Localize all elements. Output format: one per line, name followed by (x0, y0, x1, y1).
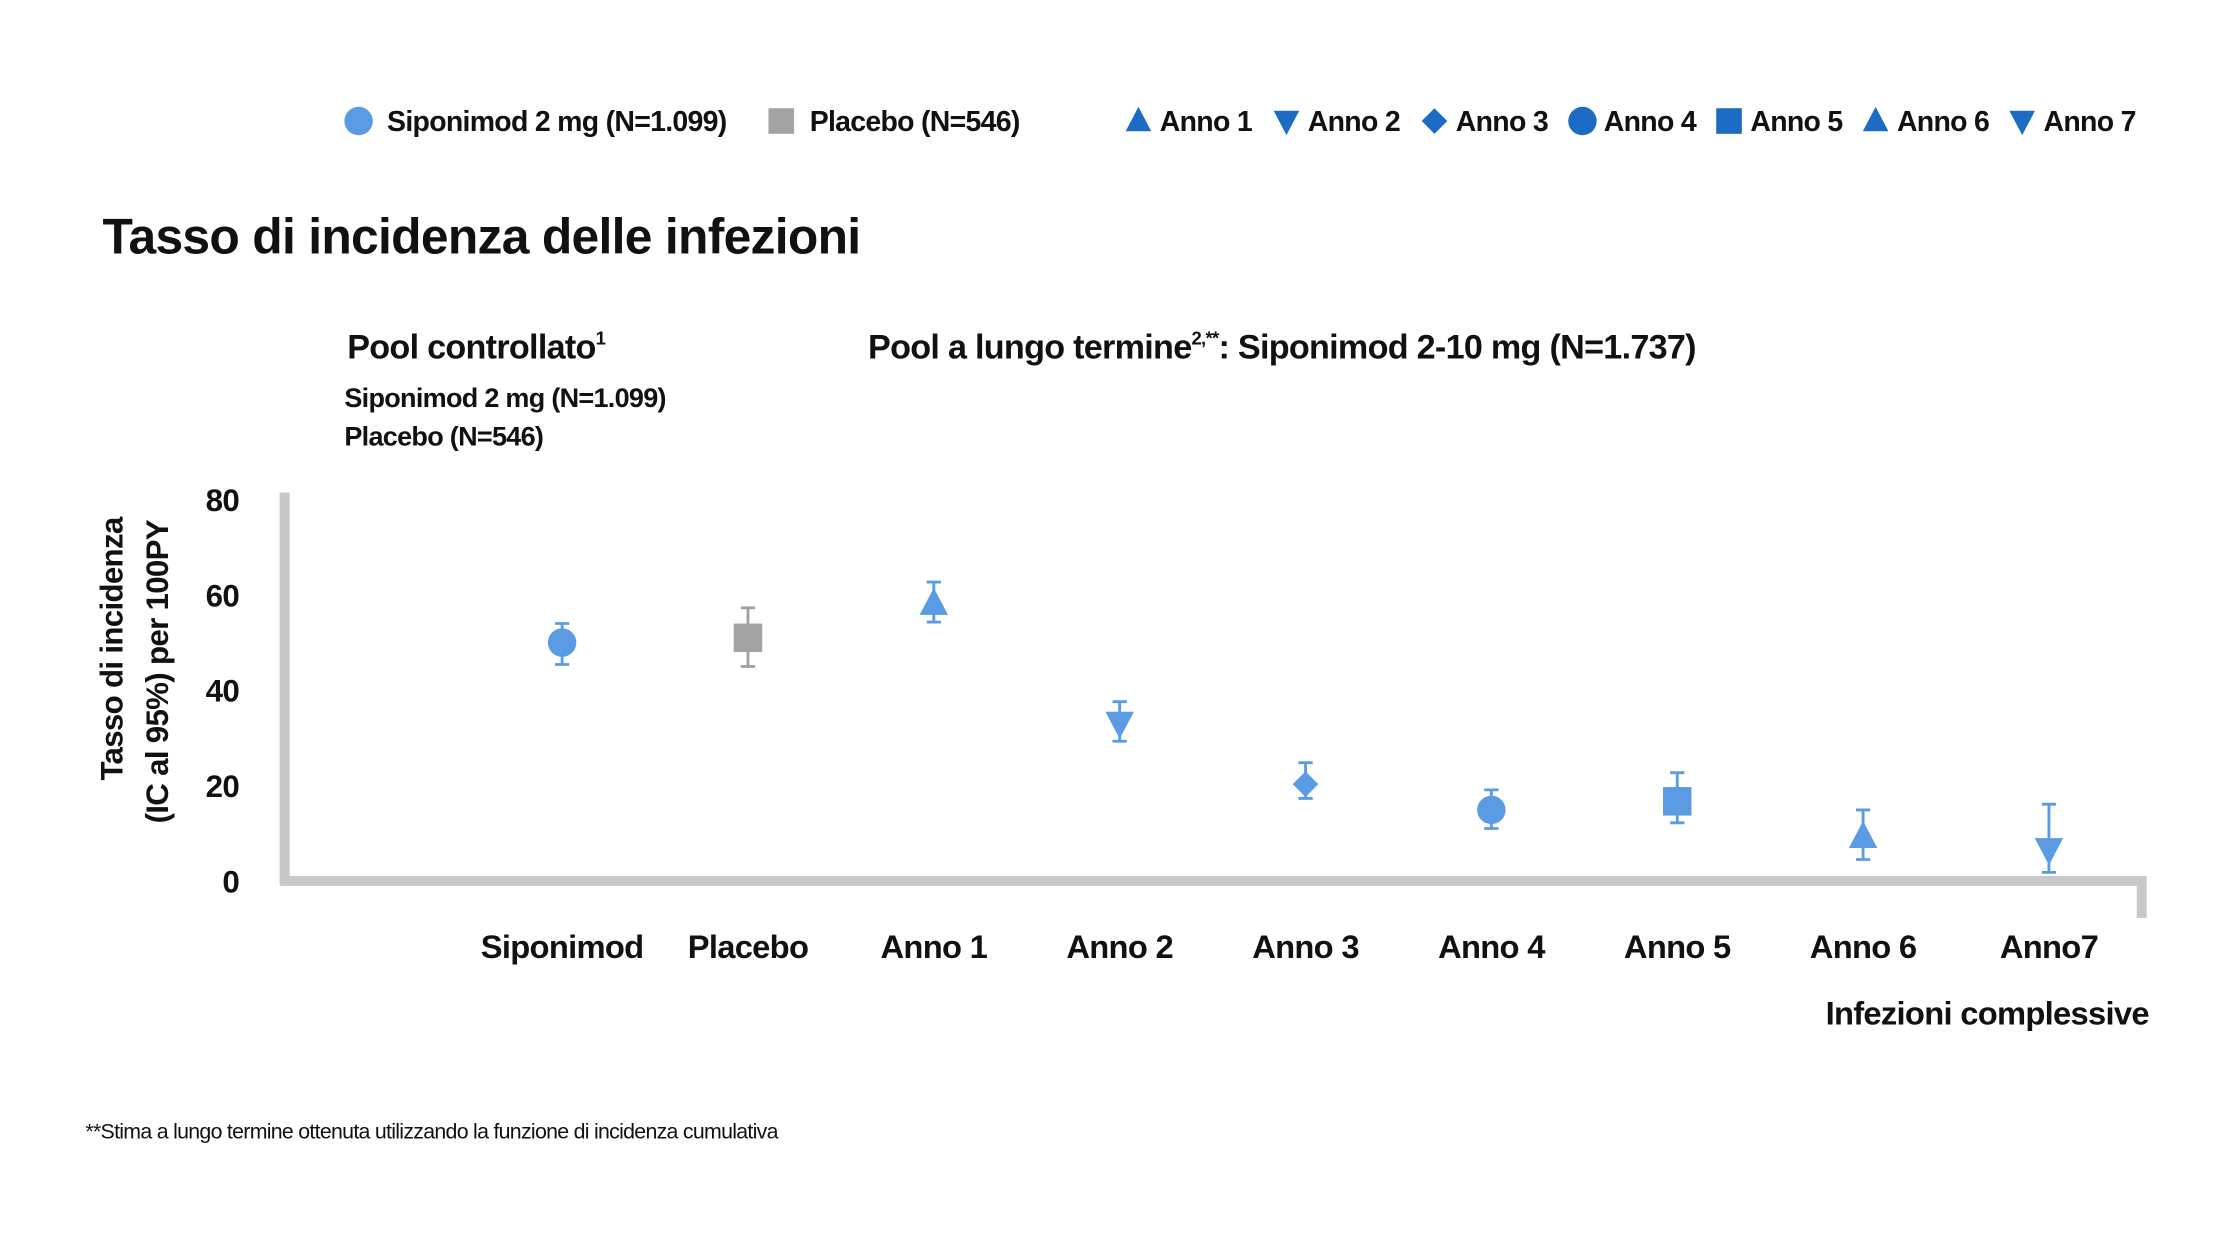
data-point (2034, 838, 2064, 866)
y-tick-label: 80 (206, 483, 240, 518)
x-tick-label: Placebo (688, 928, 809, 965)
footnote: **Stima a lungo termine ottenuta utilizz… (85, 1120, 778, 1144)
legend-label: Anno 5 (1750, 106, 1843, 138)
data-point (1292, 771, 1319, 797)
group-title: Pool controllato1 (347, 327, 605, 366)
legend-marker (1125, 106, 1152, 132)
group-title-text: Pool a lungo termine (868, 329, 1191, 367)
group-line: Siponimod 2 mg (N=1.099) (344, 383, 665, 413)
y-tick-label: 60 (206, 578, 240, 613)
legend-marker (1568, 106, 1597, 136)
y-tick-label: 0 (222, 864, 239, 899)
x-axis-label: Infezioni complessive (1826, 995, 2150, 1032)
legend-label: Anno 7 (2044, 106, 2136, 138)
legend-label: Anno 3 (1456, 106, 1548, 138)
legend-label: Anno 1 (1160, 106, 1253, 138)
data-point (919, 587, 949, 615)
data-point (1848, 820, 1878, 848)
y-tick-label: 20 (206, 769, 240, 804)
legend-marker (768, 108, 795, 134)
legend-marker (2009, 110, 2035, 136)
legend-label: Placebo (N=546) (810, 106, 1020, 138)
superscript: 2,** (1191, 327, 1219, 348)
legend-marker (344, 106, 373, 136)
y-axis-label: (IC al 95%) per 100PY (140, 519, 175, 823)
y-axis-label: Tasso di incidenza (94, 516, 129, 780)
legend-label: Anno 2 (1308, 106, 1400, 138)
data-point (547, 628, 577, 657)
superscript: 1 (596, 327, 606, 348)
legend-marker (1273, 110, 1300, 136)
x-tick-label: Anno 2 (1066, 928, 1173, 965)
y-tick-label: 40 (206, 674, 240, 709)
data-point (1663, 787, 1692, 816)
x-tick-label: Anno 1 (881, 928, 988, 965)
group-title: Pool a lungo termine2,**: Siponimod 2-10… (868, 327, 1696, 366)
x-tick-label: Anno 3 (1252, 928, 1359, 965)
data-point (733, 623, 763, 653)
group-title-text: : Siponimod 2-10 mg (N=1.737) (1218, 329, 1695, 367)
data-point (1105, 711, 1134, 739)
data-point (1477, 795, 1506, 825)
legend-label: Anno 6 (1897, 106, 1989, 138)
x-tick-label: Siponimod (481, 928, 644, 965)
x-tick-label: Anno 5 (1624, 928, 1731, 965)
legend-label: Anno 4 (1604, 106, 1697, 138)
legend-marker (1716, 108, 1742, 134)
group-line: Placebo (N=546) (344, 421, 543, 451)
x-tick-label: Anno7 (2000, 928, 2098, 965)
legend-label: Siponimod 2 mg (N=1.099) (387, 106, 727, 138)
chart-title: Tasso di incidenza delle infezioni (102, 208, 860, 264)
x-tick-label: Anno 4 (1438, 928, 1546, 965)
legend-marker (1862, 106, 1889, 132)
group-title-text: Pool controllato (347, 329, 595, 367)
x-tick-label: Anno 6 (1810, 928, 1917, 965)
legend-marker (1421, 108, 1448, 134)
